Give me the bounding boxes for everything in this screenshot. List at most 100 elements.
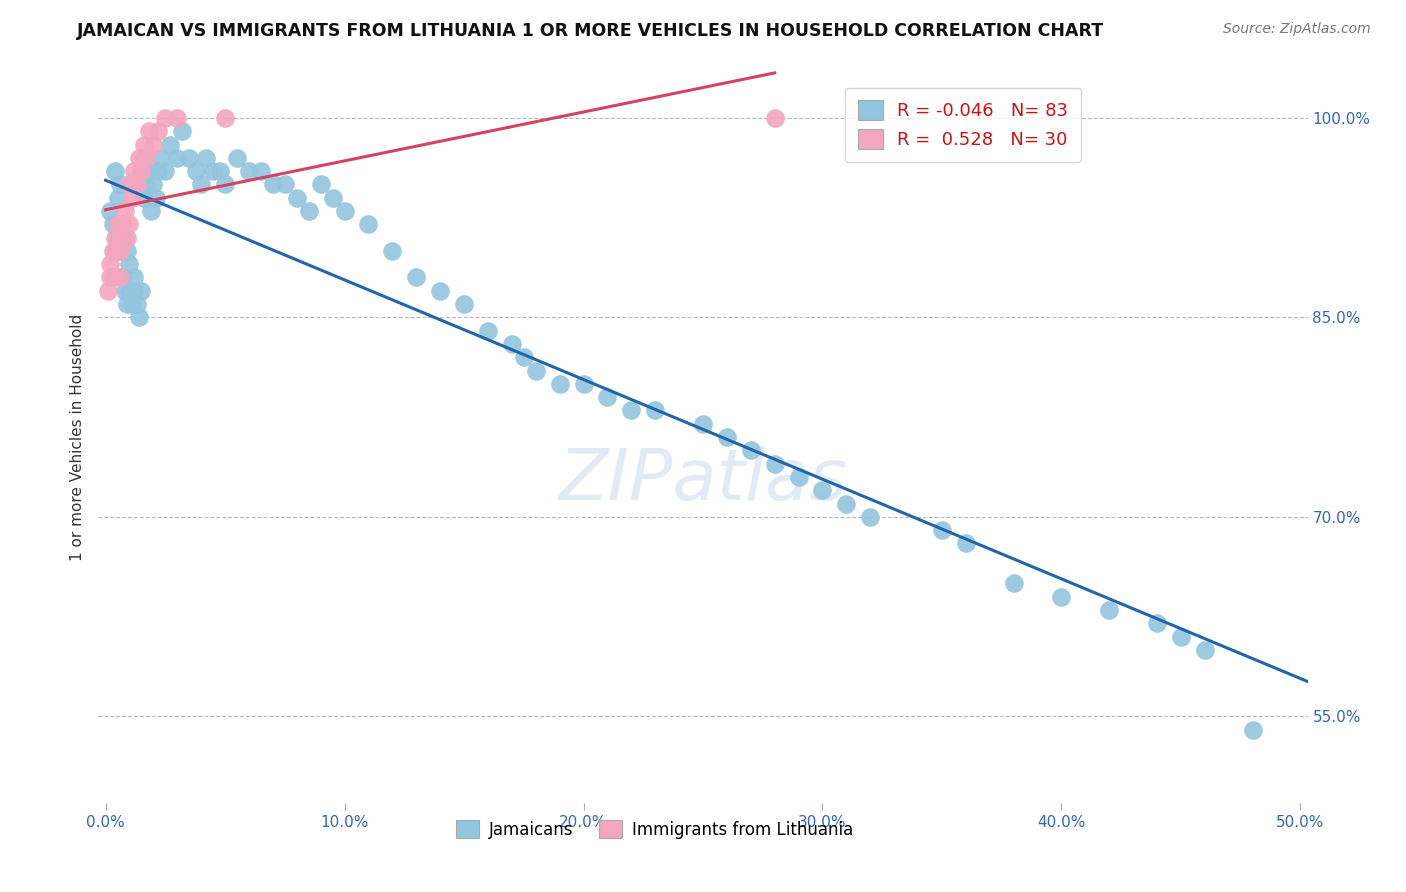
Point <box>513 351 536 365</box>
Point <box>125 297 148 311</box>
Point <box>596 390 619 404</box>
Point <box>125 178 148 192</box>
Point <box>405 270 427 285</box>
Point <box>98 257 121 271</box>
Point <box>121 297 143 311</box>
Point <box>111 217 134 231</box>
Point <box>357 217 380 231</box>
Point <box>274 178 297 192</box>
Point <box>763 111 786 125</box>
Point <box>1098 603 1121 617</box>
Legend: Jamaicans, Immigrants from Lithuania: Jamaicans, Immigrants from Lithuania <box>447 812 862 847</box>
Point <box>104 230 127 244</box>
Point <box>572 376 595 391</box>
Point <box>111 270 134 285</box>
Point <box>298 204 321 219</box>
Point <box>142 178 165 192</box>
Point <box>1050 590 1073 604</box>
Point <box>132 137 155 152</box>
Point <box>118 217 141 231</box>
Point <box>859 509 882 524</box>
Point <box>1241 723 1264 737</box>
Point <box>811 483 834 498</box>
Point <box>135 178 157 192</box>
Point <box>477 324 499 338</box>
Point <box>1194 643 1216 657</box>
Point <box>114 204 136 219</box>
Point <box>131 164 153 178</box>
Point <box>107 230 129 244</box>
Point <box>155 164 177 178</box>
Point <box>101 270 124 285</box>
Point <box>214 178 236 192</box>
Point <box>740 443 762 458</box>
Point <box>190 178 212 192</box>
Point <box>166 111 188 125</box>
Point <box>238 164 260 178</box>
Point <box>108 244 131 258</box>
Point <box>132 191 155 205</box>
Y-axis label: 1 or more Vehicles in Household: 1 or more Vehicles in Household <box>69 313 84 561</box>
Point <box>763 457 786 471</box>
Point <box>101 217 124 231</box>
Point <box>104 244 127 258</box>
Point <box>262 178 284 192</box>
Point <box>131 164 153 178</box>
Point <box>381 244 404 258</box>
Point <box>716 430 738 444</box>
Point <box>132 151 155 165</box>
Point <box>1170 630 1192 644</box>
Point <box>115 230 138 244</box>
Point <box>155 111 177 125</box>
Point <box>114 284 136 298</box>
Point <box>179 151 201 165</box>
Point <box>145 191 167 205</box>
Point <box>128 310 150 325</box>
Point <box>121 191 143 205</box>
Point <box>194 151 217 165</box>
Point <box>104 164 127 178</box>
Point <box>309 178 332 192</box>
Point <box>170 124 193 138</box>
Point <box>524 363 547 377</box>
Point <box>322 191 344 205</box>
Point <box>107 191 129 205</box>
Point <box>98 204 121 219</box>
Text: JAMAICAN VS IMMIGRANTS FROM LITHUANIA 1 OR MORE VEHICLES IN HOUSEHOLD CORRELATIO: JAMAICAN VS IMMIGRANTS FROM LITHUANIA 1 … <box>77 22 1105 40</box>
Point <box>186 164 208 178</box>
Point <box>108 178 131 192</box>
Point <box>115 244 138 258</box>
Point <box>620 403 643 417</box>
Point <box>429 284 451 298</box>
Point <box>118 257 141 271</box>
Point <box>333 204 356 219</box>
Point <box>142 137 165 152</box>
Point <box>115 297 138 311</box>
Point <box>111 217 134 231</box>
Point <box>108 270 131 285</box>
Point <box>122 284 145 298</box>
Point <box>1002 576 1025 591</box>
Point <box>98 270 121 285</box>
Point <box>108 244 131 258</box>
Point <box>453 297 475 311</box>
Text: ZIPatlas: ZIPatlas <box>558 447 848 516</box>
Point <box>285 191 308 205</box>
Point <box>202 164 225 178</box>
Point <box>139 204 162 219</box>
Point <box>835 497 858 511</box>
Point <box>107 217 129 231</box>
Point <box>250 164 273 178</box>
Point <box>122 164 145 178</box>
Point <box>501 337 523 351</box>
Point <box>149 151 172 165</box>
Point <box>131 284 153 298</box>
Point <box>209 164 232 178</box>
Point <box>159 137 181 152</box>
Point <box>138 164 160 178</box>
Point <box>97 284 120 298</box>
Point <box>644 403 666 417</box>
Point <box>214 111 236 125</box>
Point <box>931 523 953 537</box>
Point <box>166 151 188 165</box>
